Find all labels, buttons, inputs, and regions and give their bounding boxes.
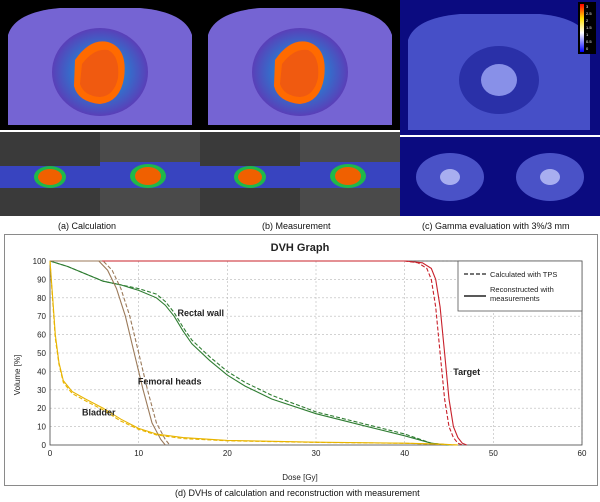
series-rectal-wall-solid bbox=[49, 260, 450, 446]
gamma-scale-2.5: 2.5 bbox=[586, 11, 592, 16]
gamma-scale-0: 0 bbox=[586, 46, 589, 51]
x-tick-label: 10 bbox=[134, 449, 143, 458]
dvh-chart: DVH Graph 0 10 20 30 40 50 60 0 10 20 30 40 50 60 70 80… bbox=[13, 242, 587, 482]
y-tick-label: 60 bbox=[37, 331, 46, 340]
y-tick-label: 0 bbox=[42, 441, 47, 450]
y-tick-label: 90 bbox=[37, 275, 46, 284]
annotation-femoral-heads: Femoral heads bbox=[138, 376, 202, 386]
y-tick-label: 10 bbox=[37, 423, 46, 432]
series-target-dashed bbox=[50, 260, 463, 446]
y-tick-label: 80 bbox=[37, 294, 46, 303]
gamma-coronal-image bbox=[400, 137, 500, 216]
measurement-dose-map bbox=[208, 8, 392, 125]
measurement-sagittal-image bbox=[300, 132, 400, 216]
y-tick-label: 40 bbox=[37, 367, 46, 376]
gamma-scale-1: 1 bbox=[586, 32, 589, 37]
y-tick-label: 50 bbox=[37, 349, 46, 358]
gamma-sagittal-image bbox=[500, 137, 600, 216]
chart-tick-labels: 0 10 20 30 40 50 60 0 10 20 30 40 50 60 70 80 90 100 bbox=[33, 257, 587, 458]
calculation-axial-image bbox=[0, 0, 200, 130]
x-axis-label: Dose [Gy] bbox=[282, 473, 318, 482]
chart-series bbox=[49, 260, 467, 446]
chart-title: DVH Graph bbox=[271, 242, 330, 254]
legend-entry-tps: Calculated with TPS bbox=[490, 270, 557, 279]
gamma-scale-0.5: 0.5 bbox=[586, 39, 592, 44]
x-tick-label: 40 bbox=[400, 449, 409, 458]
annotation-target: Target bbox=[453, 367, 480, 377]
caption-d: (d) DVHs of calculation and reconstructi… bbox=[175, 488, 420, 498]
gamma-scale-1.5: 1.5 bbox=[586, 25, 592, 30]
x-tick-label: 30 bbox=[312, 449, 321, 458]
measurement-axial-image bbox=[200, 0, 400, 130]
x-tick-label: 0 bbox=[48, 449, 53, 458]
caption-c: (c) Gamma evaluation with 3%/3 mm bbox=[422, 221, 570, 231]
calculation-sagittal-image bbox=[100, 132, 200, 216]
series-femoral-heads-dashed bbox=[50, 260, 171, 446]
caption-a: (a) Calculation bbox=[58, 221, 117, 231]
caption-b: (b) Measurement bbox=[262, 221, 331, 231]
y-tick-label: 20 bbox=[37, 404, 46, 413]
y-tick-label: 30 bbox=[37, 386, 46, 395]
series-rectal-wall-dashed bbox=[49, 260, 450, 446]
gamma-scale-3: 3 bbox=[586, 4, 589, 9]
y-axis-label: Volume [%] bbox=[13, 355, 22, 395]
y-tick-label: 100 bbox=[33, 257, 47, 266]
calculation-coronal-image bbox=[0, 132, 100, 216]
series-target-solid bbox=[50, 260, 467, 446]
annotation-rectal-wall: Rectal wall bbox=[177, 308, 224, 318]
x-tick-label: 20 bbox=[223, 449, 232, 458]
calculation-dose-map bbox=[8, 8, 192, 125]
gamma-colorbar: 3 2.5 2 1.5 1 0.5 0 bbox=[578, 2, 596, 54]
annotation-bladder: Bladder bbox=[82, 408, 116, 418]
x-tick-label: 50 bbox=[489, 449, 498, 458]
chart-annotations: Rectal wall Femoral heads Bladder Target bbox=[82, 308, 480, 417]
legend-entry-measurement: Reconstructed with measurements bbox=[490, 285, 556, 303]
gamma-axial-image bbox=[400, 0, 600, 135]
chart-legend: Calculated with TPS Reconstructed with m… bbox=[457, 260, 583, 312]
gamma-scale-2: 2 bbox=[586, 18, 589, 23]
measurement-coronal-image bbox=[200, 132, 300, 216]
y-tick-label: 70 bbox=[37, 312, 46, 321]
gamma-map bbox=[400, 0, 600, 135]
series-bladder-dashed bbox=[49, 260, 458, 446]
series-femoral-heads-solid bbox=[50, 260, 166, 446]
x-tick-label: 60 bbox=[578, 449, 587, 458]
